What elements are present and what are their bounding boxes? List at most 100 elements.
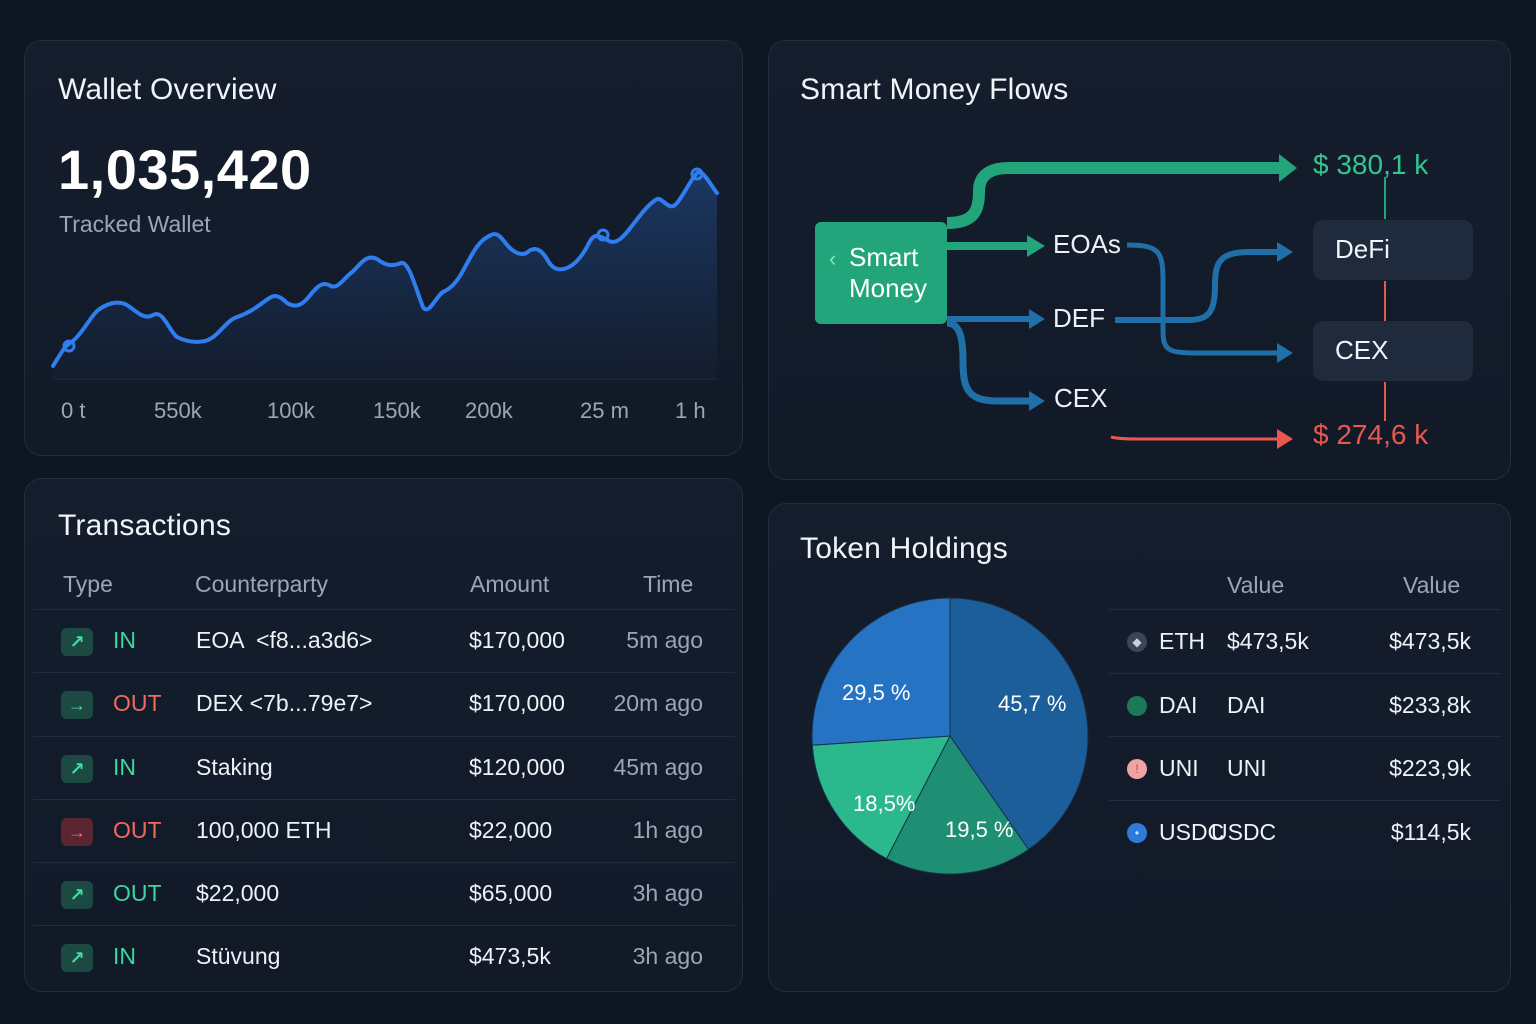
holding-value-2: $114,5k [1390, 819, 1471, 845]
column-header-amount[interactable]: Amount [470, 571, 550, 597]
holdings-pie-chart [811, 597, 1089, 875]
holding-row-usdc[interactable]: • USDC USDC $114,5k [1109, 800, 1501, 864]
arrow-head [1277, 429, 1293, 449]
table-row[interactable]: → OUT DEX <7b...79e7> $170,000 20m ago [33, 672, 735, 735]
flow-node-cex[interactable]: CEX [1054, 383, 1108, 413]
arrow-head [1027, 235, 1045, 257]
tx-type: OUT [113, 690, 162, 716]
table-row[interactable]: ↗ IN Staking $120,000 45m ago [33, 736, 735, 799]
arrow-up-right-icon: ↗ [61, 944, 93, 972]
arrow-up-right-icon: ↗ [61, 628, 93, 656]
tx-counterparty: Stüvung [196, 943, 281, 969]
flow-blue-cex [946, 319, 1029, 405]
tx-amount: $473,5k [469, 943, 551, 969]
arrow-right-icon: → [61, 691, 93, 719]
pie-label: 29,5 % [842, 680, 911, 705]
token-holdings-title: Token Holdings [800, 532, 1008, 565]
smart-money-flows-title: Smart Money Flows [800, 73, 1069, 106]
tx-time: 3h ago [632, 943, 703, 969]
eth-icon: ◆ [1127, 632, 1147, 652]
x-tick: 0 t [61, 398, 86, 423]
x-tick: 150k [373, 398, 421, 423]
holding-value-2: $233,8k [1389, 692, 1471, 718]
table-row[interactable]: ↗ IN EOA <f8...a3d6> $170,000 5m ago [33, 609, 735, 672]
chart-marker [62, 339, 76, 353]
x-tick: 200k [465, 398, 513, 423]
tx-counterparty: $22,000 [196, 880, 280, 906]
pie-slice[interactable] [811, 597, 951, 746]
tx-type: OUT [113, 817, 162, 843]
tx-type: IN [113, 943, 136, 969]
flow-diagram [946, 154, 1386, 449]
holding-value-2: $473,5k [1389, 628, 1471, 654]
pie-slice[interactable] [949, 597, 1089, 851]
arrow-head [1029, 309, 1045, 329]
smart-money-flows-panel: Smart Money Flows ‹ Smart Money EOAs DEF… [768, 40, 1511, 480]
arrow-up-right-icon: ↗ [61, 755, 93, 783]
holding-row-dai[interactable]: DAI DAI $233,8k [1109, 673, 1501, 737]
table-row[interactable]: ↗ OUT $22,000 $65,000 3h ago [33, 862, 735, 925]
flow-red-out [1110, 435, 1277, 441]
arrow-right-icon: → [61, 818, 93, 846]
holding-symbol: DAI [1159, 692, 1198, 718]
holding-symbol: USDC [1159, 819, 1225, 845]
token-holdings-panel: Token Holdings Value Value 45,7 % 19,5 %… [768, 503, 1511, 992]
outflow-amount: $ 274,6 k [1313, 419, 1429, 450]
holding-symbol: UNI [1159, 755, 1199, 781]
arrow-head [1279, 154, 1297, 182]
table-row[interactable]: ↗ IN Stüvung $473,5k 3h ago [33, 925, 735, 988]
pie-slice[interactable] [885, 735, 1030, 875]
column-header-value[interactable]: Value [1227, 572, 1285, 598]
x-tick: 100k [267, 398, 315, 423]
transactions-panel: Transactions Type Counterparty Amount Ti… [24, 478, 743, 992]
chevron-left-icon: ‹ [829, 246, 837, 271]
dai-icon [1127, 696, 1147, 716]
holding-value: $473,5k [1227, 628, 1309, 654]
wallet-line-chart [51, 167, 719, 380]
chart-marker [596, 228, 610, 242]
chart-area [53, 172, 717, 379]
tx-amount: $120,000 [469, 754, 565, 780]
usdc-icon: • [1127, 823, 1147, 843]
x-tick: 550k [154, 398, 202, 423]
tx-time: 20m ago [613, 690, 703, 716]
smart-money-node[interactable]: ‹ Smart Money [815, 222, 947, 324]
x-tick: 1 h [675, 398, 706, 423]
arrow-head [1277, 242, 1293, 262]
holding-value-2: $223,9k [1389, 755, 1471, 781]
column-header-time[interactable]: Time [643, 571, 694, 597]
tx-time: 1h ago [632, 817, 703, 843]
tx-amount: $65,000 [469, 880, 553, 906]
tx-counterparty: DEX <7b...79e7> [196, 690, 373, 716]
flow-node-eoas[interactable]: EOAs [1053, 229, 1121, 259]
holding-row-uni[interactable]: ! UNI UNI $223,9k [1109, 736, 1501, 800]
holding-symbol: ETH [1159, 628, 1205, 654]
holding-value: DAI [1227, 692, 1266, 718]
pie-slice[interactable] [811, 735, 951, 860]
holding-value: USDC [1211, 819, 1277, 845]
pie-label: 45,7 % [998, 691, 1067, 716]
holding-row-eth[interactable]: ◆ ETH $473,5k $473,5k [1109, 609, 1501, 673]
flow-green-top [946, 162, 1279, 229]
destination-cex[interactable]: CEX [1313, 321, 1473, 381]
tx-time: 45m ago [613, 754, 703, 780]
holding-value: UNI [1227, 755, 1267, 781]
tx-type: IN [113, 754, 136, 780]
smart-money-label: Smart Money [849, 242, 928, 303]
destination-defi-label: DeFi [1335, 234, 1390, 264]
flow-node-def[interactable]: DEF [1053, 303, 1105, 333]
tx-counterparty: EOA <f8...a3d6> [196, 627, 373, 653]
transactions-title: Transactions [58, 509, 232, 542]
table-row[interactable]: → OUT 100,000 ETH $22,000 1h ago [33, 799, 735, 862]
tx-counterparty: Staking [196, 754, 273, 780]
column-header-counterparty[interactable]: Counterparty [195, 571, 328, 597]
tx-type: OUT [113, 880, 162, 906]
tx-time: 5m ago [626, 627, 703, 653]
column-header-type[interactable]: Type [63, 571, 113, 597]
arrow-up-right-icon: ↗ [61, 881, 93, 909]
destination-defi[interactable]: DeFi [1313, 220, 1473, 280]
column-header-value-2[interactable]: Value [1403, 572, 1461, 598]
arrow-head [1029, 391, 1045, 411]
inflow-amount: $ 380,1 k [1313, 149, 1429, 180]
tracked-wallet-label: Tracked Wallet [59, 211, 211, 237]
